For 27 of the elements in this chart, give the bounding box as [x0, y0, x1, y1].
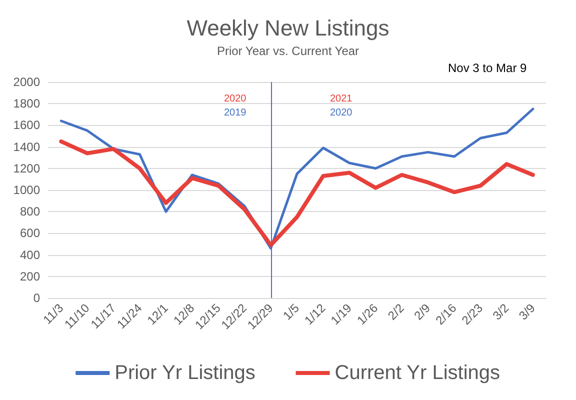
x-tick-label: 11/3 — [40, 300, 66, 327]
chart-subtitle: Prior Year vs. Current Year — [216, 44, 360, 58]
annotation: 2019 — [224, 108, 247, 118]
line-series — [59, 139, 535, 248]
y-tick-label: 800 — [20, 204, 40, 219]
y-tick-label: 1600 — [13, 118, 40, 132]
y-tick-label: 1200 — [13, 161, 40, 176]
x-tick-label: 3/2 — [490, 300, 512, 323]
legend-label: Current Yr Listings — [334, 362, 500, 384]
y-tick-label: 1400 — [13, 140, 40, 154]
annotation: 2021 — [330, 94, 353, 104]
x-tick-label: 3/9 — [516, 300, 538, 323]
x-tick-label: 1/5 — [280, 300, 302, 323]
y-tick-label: 1000 — [13, 183, 40, 197]
annotation: 2020 — [330, 108, 353, 118]
x-tick-label: 2/9 — [411, 300, 434, 323]
y-tick-label: 0 — [33, 291, 40, 305]
chart-title: Weekly New Listings — [186, 16, 390, 40]
x-tick-label: 2/2 — [385, 300, 408, 323]
legend-label: Prior Yr Listings — [114, 362, 256, 384]
y-tick-label: 600 — [20, 226, 40, 240]
y-tick-label: 1800 — [13, 96, 40, 111]
y-tick-label: 400 — [20, 248, 40, 262]
text: Nov 3 to Mar 9 — [448, 61, 528, 75]
annotation: 2020 — [224, 94, 247, 104]
y-tick-label: 200 — [20, 269, 40, 284]
y-tick-label: 2000 — [13, 75, 40, 89]
